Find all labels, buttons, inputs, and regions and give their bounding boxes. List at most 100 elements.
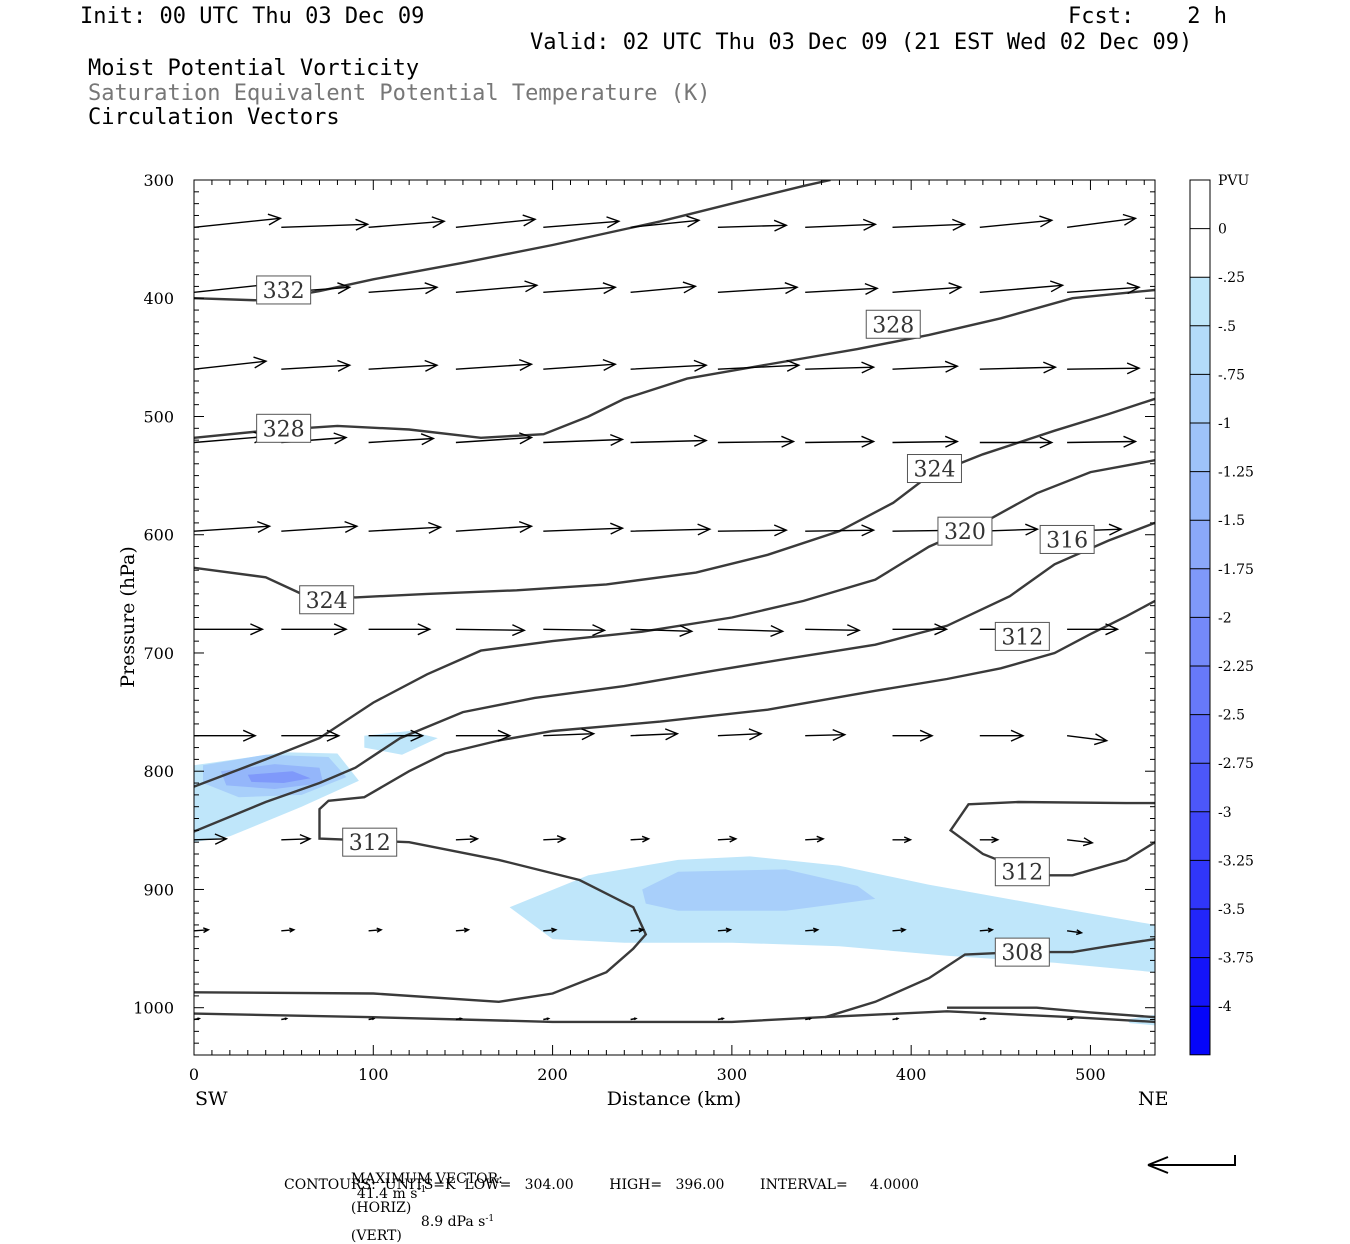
circulation-vector xyxy=(630,927,645,933)
contour-label-box xyxy=(256,413,312,443)
contour-label: 328 xyxy=(263,417,305,442)
theta-contour-6 xyxy=(948,800,1155,877)
theta-contour-3 xyxy=(194,459,1155,788)
colorbar-level-label: -2.5 xyxy=(1218,708,1245,724)
pv-region-7 xyxy=(247,771,311,783)
y-tick-label: 900 xyxy=(143,880,174,899)
circulation-vector xyxy=(543,1017,551,1021)
x-tick-label: 0 xyxy=(189,1065,199,1084)
circulation-vector xyxy=(630,434,708,447)
max-vector-vert-sup: -1 xyxy=(485,1213,495,1224)
circulation-vector xyxy=(805,927,820,933)
x-tick-label: 500 xyxy=(1075,1065,1106,1084)
circulation-vector xyxy=(194,833,229,845)
circulation-vector xyxy=(717,435,796,448)
circulation-vector xyxy=(194,520,272,534)
circulation-vector xyxy=(281,729,341,742)
theta-contour-9 xyxy=(947,1006,1155,1019)
circulation-vector xyxy=(368,623,432,636)
circulation-vector xyxy=(455,1017,463,1021)
circulation-vector xyxy=(630,215,701,228)
circulation-vector xyxy=(455,835,480,844)
circulation-vector xyxy=(805,361,876,374)
colorbar-level-label: -3.5 xyxy=(1218,902,1245,918)
max-vector-vert-tag: (VERT) xyxy=(350,1228,402,1244)
colorbar-swatch xyxy=(1190,957,1210,1007)
circulation-vector xyxy=(979,836,1000,844)
circulation-vector xyxy=(543,927,558,933)
circulation-vector xyxy=(368,521,443,534)
y-tick-label: 800 xyxy=(143,762,174,781)
circulation-vector xyxy=(1154,735,1155,737)
colorbar-level-label: -2 xyxy=(1218,610,1232,626)
circulation-vector xyxy=(717,219,789,232)
circulation-vector xyxy=(892,729,934,742)
circulation-vector xyxy=(1067,362,1141,375)
circulation-vector xyxy=(717,524,789,537)
circulation-vector xyxy=(1154,839,1155,841)
circulation-vector xyxy=(979,436,1054,449)
max-vector-horiz-tag: (HORIZ) xyxy=(350,1199,412,1216)
circulation-vector xyxy=(1067,282,1141,295)
cross-section-chart: 332 328 328 324 320 316 324 312 312 312 308 300 400… xyxy=(117,171,1254,1174)
contour-label: 332 xyxy=(263,279,305,304)
circulation-vector xyxy=(630,728,680,741)
reference-vector xyxy=(1147,1155,1236,1174)
circulation-vector xyxy=(543,282,618,295)
contour-label: 328 xyxy=(872,313,914,338)
x-tick-label: 100 xyxy=(358,1065,389,1084)
colorbar-level-label: -1.25 xyxy=(1218,465,1254,481)
circulation-vector xyxy=(368,729,425,742)
circulation-vector xyxy=(455,729,512,742)
circulation-vector xyxy=(805,624,861,637)
circulation-vector xyxy=(455,280,539,293)
theta-contour-8 xyxy=(194,1010,1155,1024)
max-vector-vert: 8.9 dPa s xyxy=(420,1214,486,1231)
theta-contour-5 xyxy=(194,599,1155,1004)
circulation-vector xyxy=(892,836,913,844)
circulation-vector xyxy=(1067,733,1109,746)
y-tick-label: 300 xyxy=(143,171,174,190)
circulation-vector xyxy=(194,213,283,228)
colorbar-level-label: -1.75 xyxy=(1218,562,1254,578)
colorbar-level-label: -2.25 xyxy=(1218,659,1254,675)
contour-label-box xyxy=(937,516,993,546)
contour-label: 324 xyxy=(913,458,955,483)
pv-region-1 xyxy=(364,731,438,755)
colorbar-swatch xyxy=(1190,277,1210,326)
circulation-vector xyxy=(805,835,825,843)
circulation-vector xyxy=(281,1017,289,1021)
colorbar-swatch xyxy=(1190,180,1210,229)
circulation-vector xyxy=(892,623,949,636)
circulation-vector xyxy=(455,214,537,228)
circulation-vector xyxy=(543,624,607,637)
circulation-vector xyxy=(630,359,708,372)
circulation-vector xyxy=(455,520,534,534)
circulation-vector xyxy=(1067,623,1120,636)
circulation-vector xyxy=(543,835,567,844)
init-time: Init: 00 UTC Thu 03 Dec 09 xyxy=(80,4,425,29)
circulation-vector xyxy=(368,216,446,229)
theta-contour-2 xyxy=(194,397,1155,599)
max-vector-label: MAXIMUM VECTOR: xyxy=(350,1171,503,1187)
theta-contour-4 xyxy=(194,521,1155,833)
circulation-vector xyxy=(455,927,471,933)
colorbar-swatch xyxy=(1190,568,1210,618)
colorbar-level-label: -.25 xyxy=(1218,270,1245,286)
circulation-vector xyxy=(805,435,876,448)
circulation-vector xyxy=(805,524,876,537)
circulation-vector xyxy=(805,728,847,742)
pv-region-4 xyxy=(642,869,876,911)
circulation-vector xyxy=(717,927,733,933)
colorbar-swatch xyxy=(1190,666,1210,715)
circulation-vector xyxy=(281,359,352,372)
colorbar-level-label: -4 xyxy=(1218,999,1232,1015)
colorbar-swatch xyxy=(1190,860,1210,909)
circulation-vector xyxy=(805,218,878,231)
colorbar-level-label: 0 xyxy=(1218,222,1227,238)
colorbar-swatch xyxy=(1190,423,1210,472)
circulation-vector xyxy=(1067,435,1138,448)
y-tick-label: 500 xyxy=(143,407,174,426)
colorbar-swatch xyxy=(1190,714,1210,764)
circulation-vector xyxy=(630,835,651,843)
